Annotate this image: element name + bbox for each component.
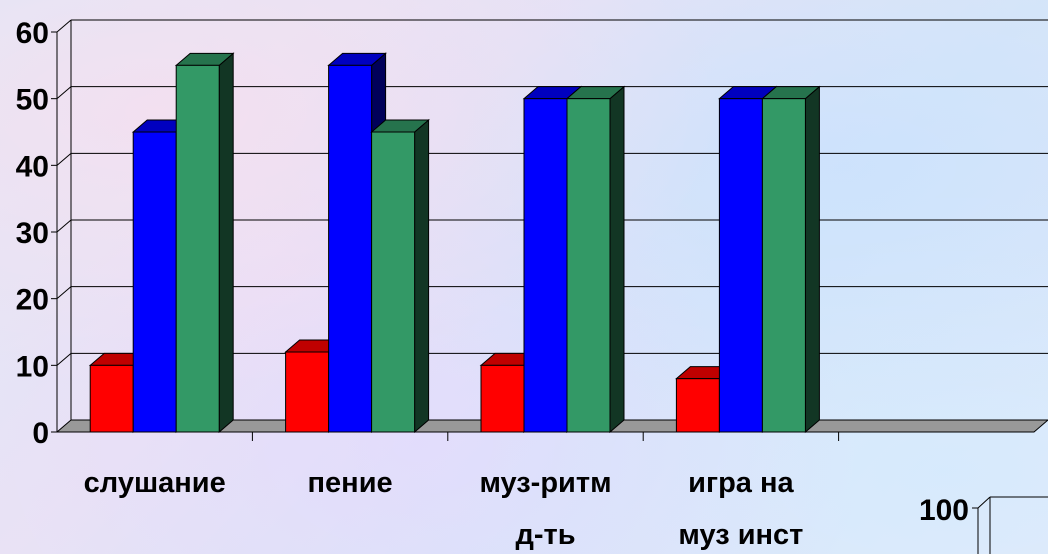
bar-side <box>804 85 820 434</box>
bar-side <box>414 118 430 434</box>
y-tick-label: 10 <box>16 350 49 383</box>
bar-side <box>218 52 234 434</box>
second-chart-fragment: 100 <box>919 494 1048 554</box>
bar-side <box>609 85 625 434</box>
gridline-side <box>56 19 72 33</box>
x-axis-categories: слушание пение муз-ритм д-ть игра на муз инст <box>84 467 804 551</box>
second-y-tick-label: 100 <box>919 494 969 527</box>
bar-front <box>175 64 220 433</box>
gridline-side <box>56 152 72 166</box>
bar-front <box>89 364 134 433</box>
bar <box>761 85 821 434</box>
bar-front <box>132 131 177 433</box>
x-category-label: пение <box>308 467 393 499</box>
bar-front <box>566 98 611 433</box>
x-category-label: муз-ритм <box>479 467 611 499</box>
y-tick-label: 20 <box>16 284 49 317</box>
x-category-label: игра на <box>688 467 794 499</box>
gridline-side <box>56 86 72 100</box>
bar <box>565 85 626 434</box>
y-axis-ticks: 0 10 20 30 40 50 60 <box>16 17 57 450</box>
bar <box>370 118 430 434</box>
x-category-label: д-ть <box>515 519 575 551</box>
x-category-label: слушание <box>84 467 226 499</box>
bar <box>174 52 235 434</box>
y-tick-label: 60 <box>16 17 49 50</box>
bar-front <box>523 98 568 433</box>
x-category-label: муз инст <box>678 519 803 551</box>
bar-front <box>328 64 373 433</box>
y-tick-label: 50 <box>16 84 49 117</box>
bar-front <box>285 351 330 433</box>
y-tick-label: 30 <box>16 217 49 250</box>
y-tick-label: 0 <box>32 417 49 450</box>
y-tick-label: 40 <box>16 150 49 183</box>
gridline-side <box>56 286 72 300</box>
bar-front <box>718 98 763 433</box>
bar-front <box>761 98 806 433</box>
bar-front <box>480 364 525 433</box>
second-axis-line <box>977 496 991 509</box>
bar-front <box>675 378 720 433</box>
bars-layer <box>88 52 821 434</box>
bar-front <box>371 131 416 433</box>
gridline-side <box>56 219 72 233</box>
gridline-side <box>56 352 72 366</box>
